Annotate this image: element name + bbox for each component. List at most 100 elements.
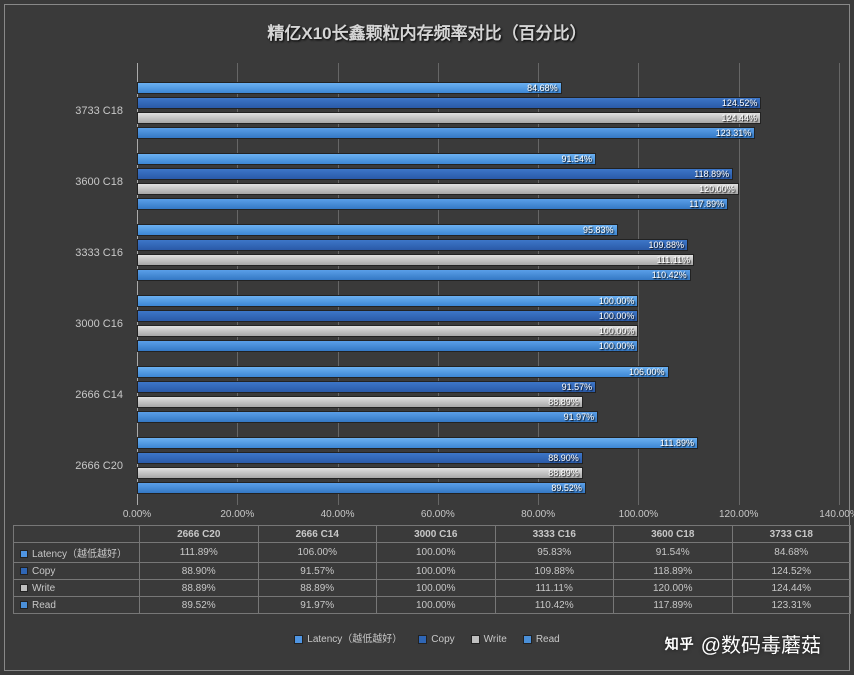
bar-value-label: 120.00%: [697, 184, 739, 194]
table-cell: 91.97%: [258, 597, 377, 614]
bar-copy: [137, 452, 583, 464]
table-col-header: 2666 C20: [140, 526, 259, 543]
table-col-header: 2666 C14: [258, 526, 377, 543]
y-category-label: 3733 C18: [3, 105, 123, 117]
bar-write: [137, 396, 583, 408]
watermark-brand: 知乎: [665, 634, 695, 654]
bar-latency: [137, 437, 698, 449]
bar-value-label: 95.83%: [581, 225, 618, 235]
table-cell: 120.00%: [614, 580, 733, 597]
bar-copy: [137, 239, 688, 251]
legend-swatch: [418, 635, 427, 644]
table-cell: 100.00%: [377, 597, 496, 614]
table-cell: 100.00%: [377, 580, 496, 597]
table-cell: 109.88%: [495, 563, 614, 580]
bar-value-label: 124.52%: [720, 98, 762, 108]
table-col-header: 3333 C16: [495, 526, 614, 543]
gridline: [839, 63, 840, 505]
y-category-label: 3000 C16: [3, 318, 123, 330]
bar-value-label: 91.97%: [562, 412, 599, 422]
table-cell: 110.42%: [495, 597, 614, 614]
table-cell: 88.89%: [140, 580, 259, 597]
table-cell: 88.89%: [258, 580, 377, 597]
x-tick-label: 0.00%: [123, 509, 151, 520]
bar-value-label: 91.54%: [559, 154, 596, 164]
bar-value-label: 100.00%: [597, 296, 639, 306]
legend-item: Latency（越低越好）: [294, 630, 402, 645]
bar-value-label: 100.00%: [597, 311, 639, 321]
bar-value-label: 88.89%: [546, 468, 583, 478]
table-col-header: 3600 C18: [614, 526, 733, 543]
x-tick-label: 80.00%: [521, 509, 555, 520]
table-cell: 95.83%: [495, 543, 614, 563]
table-cell: 111.11%: [495, 580, 614, 597]
plot-area: 84.68% 124.52% 124.44% 123.31% 91.54% 118.89%…: [137, 63, 839, 505]
bar-read: [137, 127, 755, 139]
x-tick-label: 40.00%: [321, 509, 355, 520]
data-table: 2666 C202666 C143000 C163333 C163600 C18…: [13, 525, 851, 614]
bar-value-label: 109.88%: [646, 240, 688, 250]
bar-latency: [137, 224, 618, 236]
table-cell: 124.44%: [732, 580, 851, 597]
legend-item: Write: [471, 634, 507, 645]
bar-value-label: 118.89%: [692, 169, 733, 179]
table-cell: 91.54%: [614, 543, 733, 563]
bar-read: [137, 269, 691, 281]
table-cell: 106.00%: [258, 543, 377, 563]
legend-label: Write: [484, 634, 507, 645]
table-cell: 100.00%: [377, 563, 496, 580]
watermark: 知乎 @数码毒蘑菇: [665, 629, 821, 658]
legend-item: Read: [523, 634, 560, 645]
x-tick-label: 100.00%: [619, 509, 658, 520]
bar-value-label: 106.00%: [627, 367, 669, 377]
table-cell: 88.90%: [140, 563, 259, 580]
table-cell: 111.89%: [140, 543, 259, 563]
table-cell: 124.52%: [732, 563, 851, 580]
bar-write: [137, 183, 739, 195]
table-col-header: 3000 C16: [377, 526, 496, 543]
bar-value-label: 84.68%: [525, 83, 562, 93]
bar-value-label: 100.00%: [597, 326, 639, 336]
legend-label: Copy: [431, 634, 454, 645]
table-cell: 118.89%: [614, 563, 733, 580]
table-row-header: Read: [14, 597, 140, 614]
bar-write: [137, 325, 638, 337]
bar-value-label: 124.44%: [719, 113, 761, 123]
x-tick-label: 120.00%: [719, 509, 758, 520]
bar-value-label: 100.00%: [597, 341, 639, 351]
y-category-label: 2666 C14: [3, 389, 123, 401]
bar-value-label: 110.42%: [650, 270, 691, 280]
bar-latency: [137, 153, 596, 165]
table-row-header: Latency（越低越好）: [14, 543, 140, 563]
table-cell: 89.52%: [140, 597, 259, 614]
bar-value-label: 88.90%: [546, 453, 583, 463]
table-row-header: Write: [14, 580, 140, 597]
table-cell: 117.89%: [614, 597, 733, 614]
chart-title: 精亿X10长鑫颗粒内存频率对比（百分比）: [5, 5, 849, 44]
x-tick-label: 20.00%: [220, 509, 254, 520]
bar-read: [137, 482, 586, 494]
bar-value-label: 88.89%: [546, 397, 583, 407]
legend-label: Read: [536, 634, 560, 645]
bar-value-label: 123.31%: [714, 128, 756, 138]
bar-value-label: 111.11%: [655, 255, 695, 265]
bar-value-label: 111.89%: [658, 438, 698, 448]
legend-swatch: [471, 635, 480, 644]
bar-copy: [137, 97, 761, 109]
bar-latency: [137, 366, 669, 378]
bar-read: [137, 411, 598, 423]
watermark-text: @数码毒蘑菇: [701, 629, 821, 658]
chart-frame: 精亿X10长鑫颗粒内存频率对比（百分比） 84.68%124.52%124.44…: [4, 4, 850, 671]
bar-read: [137, 198, 728, 210]
legend-label: Latency（越低越好）: [307, 634, 402, 645]
bar-write: [137, 467, 583, 479]
bar-read: [137, 340, 638, 352]
bar-write: [137, 254, 694, 266]
bar-copy: [137, 168, 733, 180]
bar-copy: [137, 381, 596, 393]
bar-value-label: 89.52%: [549, 483, 586, 493]
table-row-header: Copy: [14, 563, 140, 580]
table-cell: 123.31%: [732, 597, 851, 614]
y-category-label: 3600 C18: [3, 176, 123, 188]
legend-swatch: [294, 635, 303, 644]
